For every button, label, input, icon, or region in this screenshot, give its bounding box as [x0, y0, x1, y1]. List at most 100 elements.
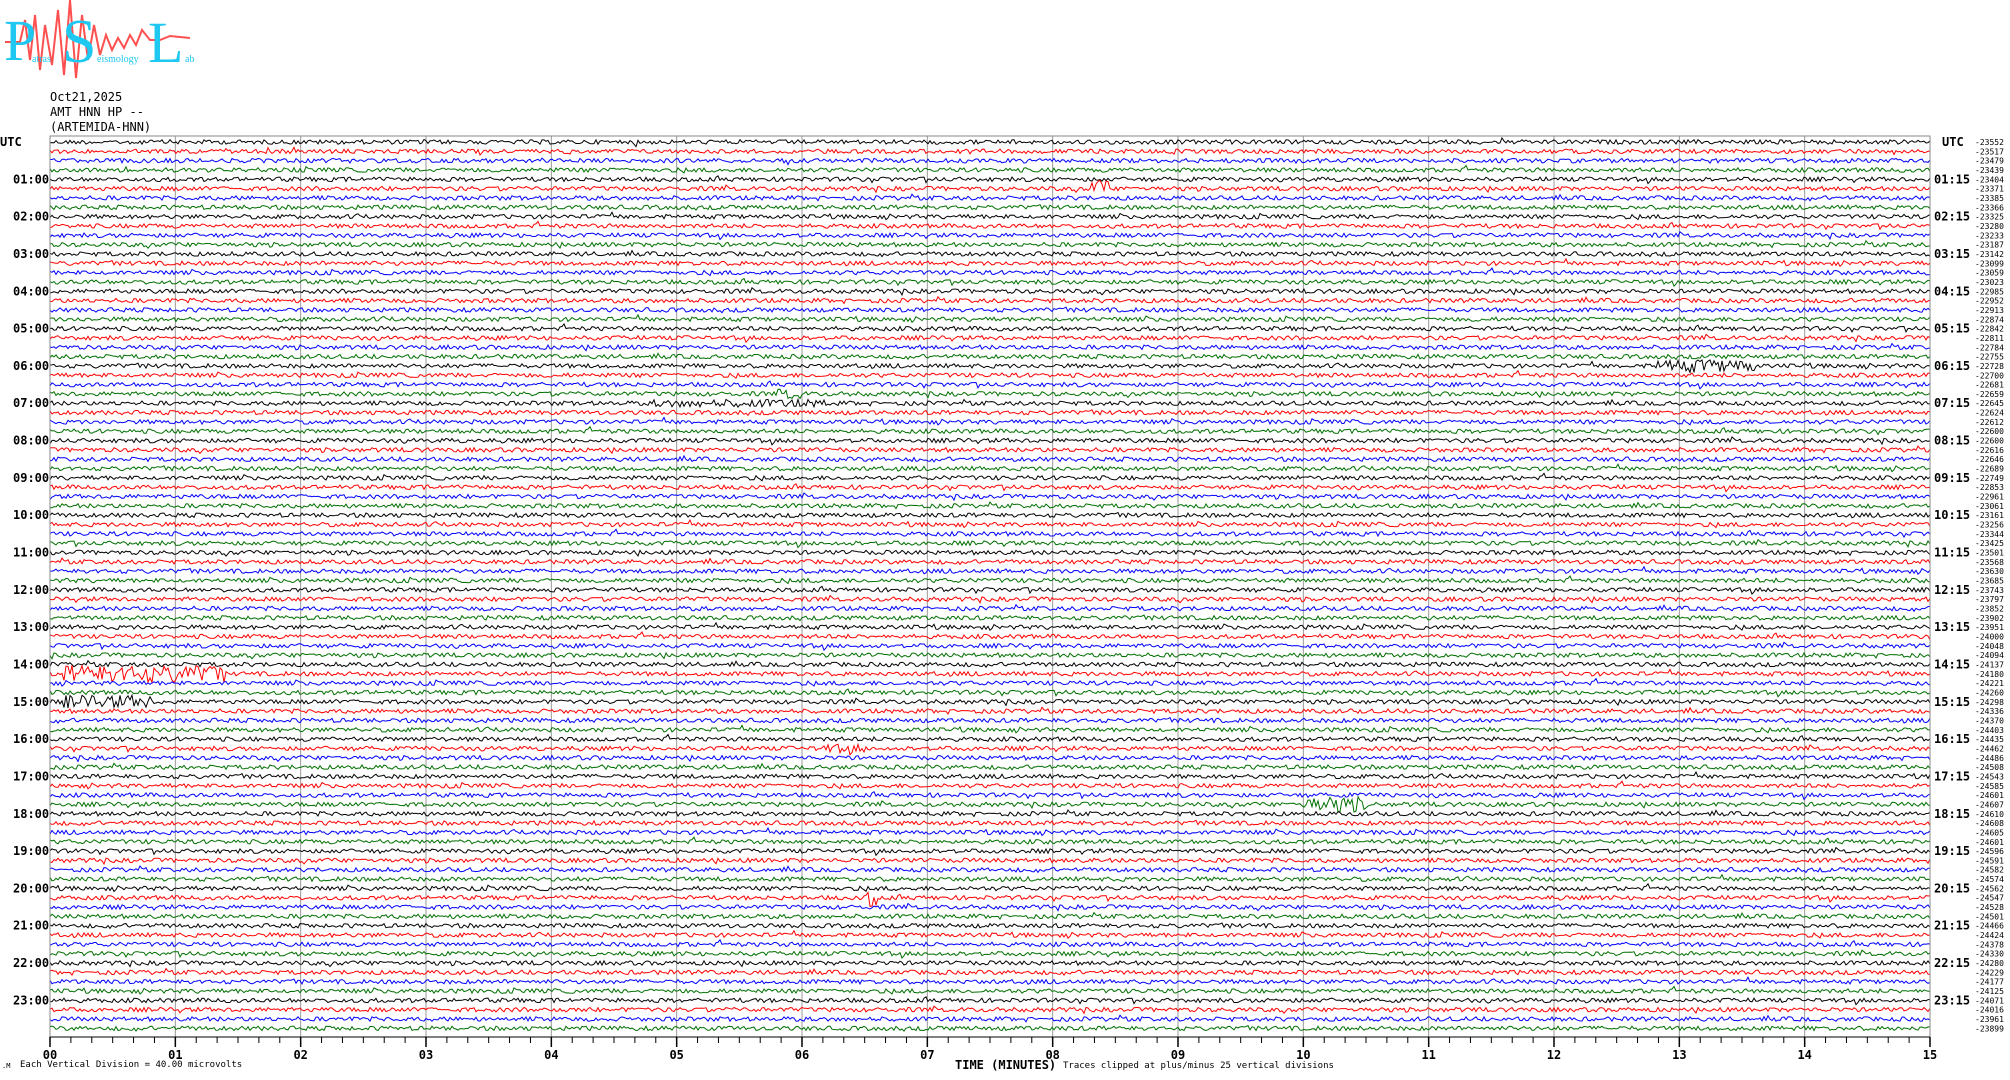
right-time-label: 04:15: [1934, 284, 1970, 298]
row-offset-label: -24591: [1975, 856, 2004, 865]
row-offset-label: -24508: [1975, 763, 2004, 772]
row-offset-label: -23479: [1975, 157, 2004, 166]
row-offset-label: -22612: [1975, 418, 2004, 427]
trace-row-24: [49, 358, 1931, 374]
right-time-label: 12:15: [1934, 583, 1970, 597]
row-offset-label: -23552: [1975, 138, 2004, 147]
left-time-label: 02:00: [13, 210, 49, 224]
row-offset-label: -24378: [1975, 940, 2004, 949]
trace-row-10: [49, 230, 1931, 241]
row-labels: -23552-23517-23479-23439-23404-23371-233…: [13, 138, 2004, 1033]
row-offset-label: -24582: [1975, 866, 2004, 875]
row-offset-label: -24000: [1975, 632, 2004, 641]
right-utc-label: UTC: [1942, 135, 1964, 149]
row-offset-label: -23344: [1975, 530, 2004, 539]
trace-row-36: [49, 472, 1931, 482]
row-offset-label: -23630: [1975, 567, 2004, 576]
x-tick-label: 10: [1296, 1048, 1310, 1062]
trace-row-27: [49, 388, 1931, 400]
trace-row-90: [49, 976, 1931, 985]
x-tick-label: 11: [1421, 1048, 1435, 1062]
time-axis: 00 01 02 03 04 05 06 07 08 09 10 11 12 13 14 15: [43, 1036, 1937, 1062]
row-offset-label: -22700: [1975, 371, 2004, 380]
row-offset-label: -23961: [1975, 1015, 2004, 1024]
trace-row-8: [49, 211, 1931, 221]
trace-row-50: [49, 603, 1931, 613]
left-time-label: 11:00: [13, 546, 49, 560]
trace-row-44: [49, 549, 1931, 557]
row-offset-label: -24462: [1975, 744, 2004, 753]
trace-row-15: [49, 277, 1931, 288]
right-time-label: 09:15: [1934, 471, 1970, 485]
x-tick-label: 03: [419, 1048, 433, 1062]
row-offset-label: -23233: [1975, 231, 2004, 240]
trace-row-17: [49, 295, 1931, 305]
row-offset-label: -24336: [1975, 707, 2004, 716]
row-offset-label: -22961: [1975, 493, 2004, 502]
left-time-label: 17:00: [13, 769, 49, 783]
row-offset-label: -22874: [1975, 315, 2004, 324]
row-offset-label: -23256: [1975, 521, 2004, 530]
row-offset-label: -22784: [1975, 343, 2004, 352]
row-offset-label: -24370: [1975, 716, 2004, 725]
row-offset-label: -23501: [1975, 549, 2004, 558]
right-time-label: 17:15: [1934, 769, 1970, 783]
row-offset-label: -23371: [1975, 185, 2004, 194]
trace-row-14: [49, 267, 1931, 277]
row-offset-label: -24610: [1975, 810, 2004, 819]
trace-row-82: [49, 902, 1931, 912]
left-time-label: 04:00: [13, 284, 49, 298]
trace-row-86: [49, 938, 1931, 948]
trace-row-6: [49, 193, 1931, 202]
right-time-label: 23:15: [1934, 993, 1970, 1007]
row-offset-label: -22600: [1975, 437, 2004, 446]
right-time-label: 18:15: [1934, 807, 1970, 821]
trace-row-23: [49, 352, 1931, 361]
trace-row-22: [49, 342, 1931, 352]
right-time-label: 15:15: [1934, 695, 1970, 709]
right-time-label: 05:15: [1934, 322, 1970, 336]
left-utc-label: UTC: [0, 135, 22, 149]
row-offset-label: -24607: [1975, 800, 2004, 809]
right-time-label: 16:15: [1934, 732, 1970, 746]
trace-row-61: [49, 706, 1931, 715]
trace-row-65: [49, 742, 1931, 756]
trace-row-46: [49, 565, 1931, 576]
trace-row-71: [49, 795, 1931, 813]
x-tick-label: 06: [795, 1048, 809, 1062]
row-offset-label: -23099: [1975, 259, 2004, 268]
row-offset-label: -23951: [1975, 623, 2004, 632]
trace-row-91: [49, 985, 1931, 995]
row-offset-label: -24229: [1975, 968, 2004, 977]
row-offset-label: -22842: [1975, 325, 2004, 334]
trace-row-12: [49, 249, 1931, 258]
trace-row-78: [49, 865, 1930, 874]
left-time-label: 09:00: [13, 471, 49, 485]
trace-row-11: [49, 239, 1931, 249]
x-tick-label: 15: [1923, 1048, 1937, 1062]
trace-row-9: [49, 220, 1931, 231]
row-offset-label: -24466: [1975, 922, 2004, 931]
trace-row-0: [49, 136, 1931, 148]
row-offset-label: -24048: [1975, 642, 2004, 651]
row-offset-label: -22749: [1975, 474, 2004, 483]
logo-mark: .M: [2, 1062, 11, 1070]
trace-row-74: [49, 826, 1931, 837]
row-offset-label: -24260: [1975, 688, 2004, 697]
trace-row-30: [49, 416, 1931, 426]
seismic-traces: [49, 136, 1931, 1032]
row-offset-label: -24608: [1975, 819, 2004, 828]
psl-logo: P S L atras eismology ab: [4, 0, 194, 79]
row-offset-label: -24403: [1975, 726, 2004, 735]
row-offset-label: -24177: [1975, 978, 2004, 987]
row-offset-label: -24528: [1975, 903, 2004, 912]
trace-row-84: [49, 922, 1931, 930]
trace-row-52: [49, 621, 1931, 632]
row-offset-label: -22985: [1975, 287, 2004, 296]
right-time-label: 03:15: [1934, 247, 1970, 261]
row-offset-label: -24585: [1975, 782, 2004, 791]
trace-row-69: [49, 780, 1931, 790]
clip-note: Traces clipped at plus/minus 25 vertical…: [1063, 1061, 1334, 1071]
trace-row-73: [49, 819, 1931, 827]
row-offset-label: -22952: [1975, 297, 2004, 306]
